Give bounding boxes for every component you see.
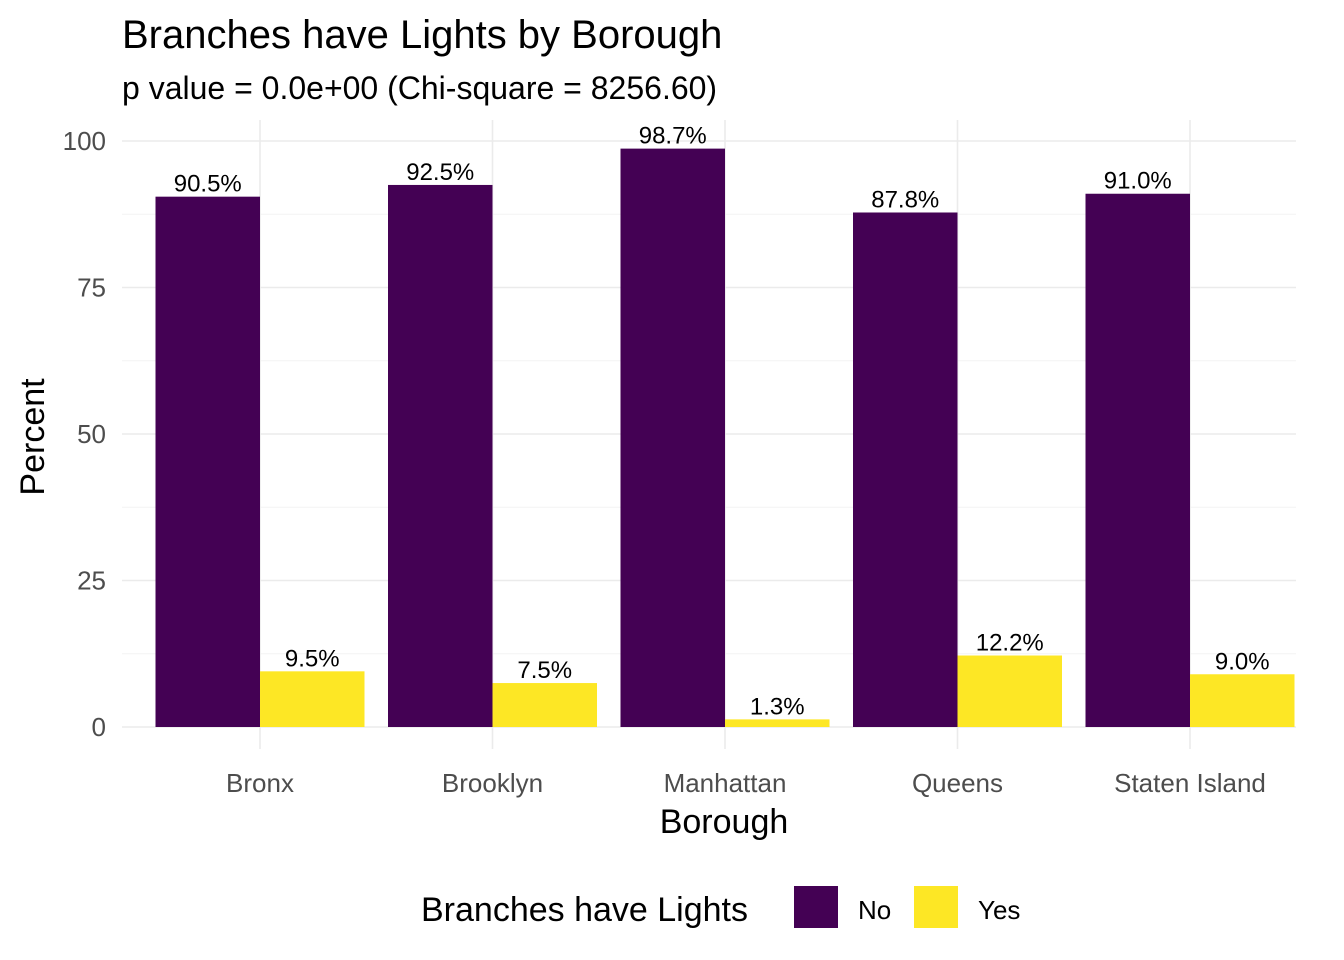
bar-yes-bronx — [260, 671, 365, 727]
bar-value-label: 1.3% — [750, 693, 805, 720]
bar-yes-queens — [957, 655, 1062, 727]
y-tick-label: 100 — [63, 126, 106, 156]
bar-value-label: 9.5% — [285, 645, 340, 672]
y-axis-title: Percent — [14, 378, 52, 496]
y-tick-label: 50 — [77, 419, 106, 449]
legend-label-no: No — [858, 895, 891, 925]
bar-yes-brooklyn — [492, 683, 597, 727]
y-tick-label: 0 — [92, 712, 106, 742]
bar-value-label: 90.5% — [174, 171, 242, 198]
legend-title: Branches have Lights — [421, 891, 748, 929]
bar-labels: 90.5% 92.5% 98.7% 87.8% 91.0% 9.5% 7.5% 1.3% 12.… — [174, 123, 1270, 721]
x-tick-label: Bronx — [226, 768, 294, 798]
bar-value-label: 98.7% — [639, 123, 707, 150]
bar-no-bronx — [155, 196, 260, 728]
x-tick-label: Queens — [912, 768, 1003, 798]
chart-title: Branches have Lights by Borough — [122, 13, 722, 57]
bar-no-queens — [853, 212, 958, 727]
bar-value-label: 12.2% — [976, 630, 1044, 657]
x-tick-label: Staten Island — [1114, 768, 1266, 798]
bar-no-brooklyn — [388, 184, 493, 727]
bar-value-label: 92.5% — [406, 159, 474, 186]
bar-value-label: 7.5% — [517, 657, 572, 684]
y-axis-ticks: 0 25 50 75 100 — [63, 126, 106, 742]
bar-value-label: 91.0% — [1104, 168, 1172, 195]
x-tick-label: Brooklyn — [442, 768, 543, 798]
x-axis-ticks: Bronx Brooklyn Manhattan Queens Staten Islan… — [226, 768, 1266, 798]
legend-label-yes: Yes — [978, 895, 1020, 925]
bar-no-staten-island — [1085, 193, 1190, 728]
bar-no-manhattan — [620, 148, 725, 728]
legend-swatch-yes — [914, 886, 958, 928]
legend: Branches have Lights No Yes — [421, 886, 1020, 929]
bar-value-label: 9.0% — [1215, 648, 1270, 675]
chart-subtitle: p value = 0.0e+00 (Chi-square = 8256.60) — [122, 70, 717, 106]
y-tick-label: 25 — [77, 566, 106, 596]
x-tick-label: Manhattan — [664, 768, 787, 798]
bar-value-label: 87.8% — [871, 186, 939, 213]
y-tick-label: 75 — [77, 273, 106, 303]
bar-yes-staten-island — [1190, 674, 1295, 727]
legend-swatch-no — [794, 886, 838, 928]
x-axis-title: Borough — [660, 803, 789, 841]
bar-yes-manhattan — [725, 719, 830, 727]
bars — [155, 148, 1295, 728]
